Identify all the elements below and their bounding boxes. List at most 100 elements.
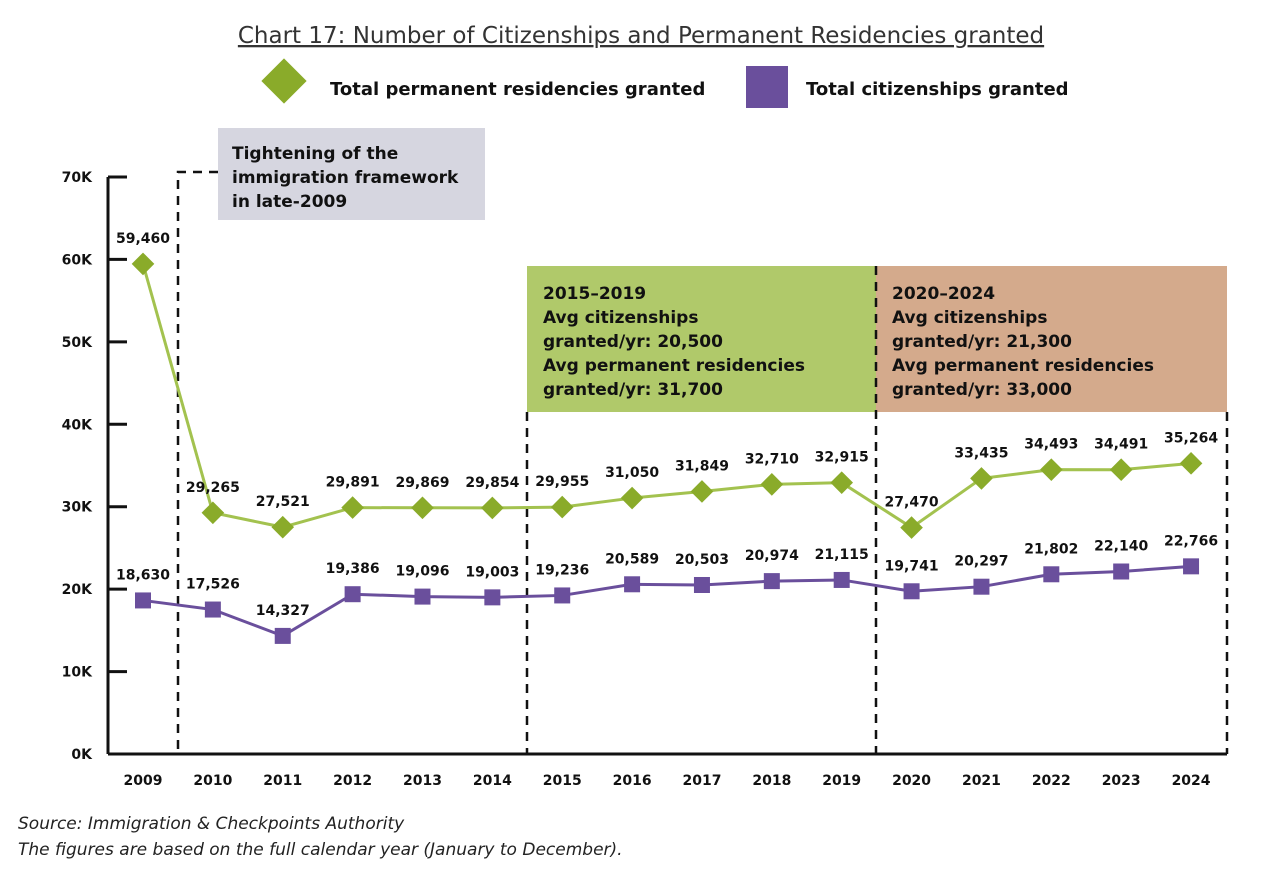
data-point-diamond (760, 473, 784, 496)
data-point-diamond (830, 471, 854, 495)
chart-title: Chart 17: Number of Citizenships and Per… (238, 23, 1044, 49)
data-point-square (204, 601, 221, 618)
x-tick-label: 2018 (752, 773, 791, 789)
data-point-square (274, 627, 291, 644)
x-tick-label: 2010 (193, 773, 232, 789)
data-point-diamond (970, 467, 993, 490)
data-point-square (135, 592, 151, 609)
y-tick-label: 30K (62, 500, 93, 516)
x-tick-label: 2015 (543, 773, 582, 789)
data-point-square (414, 588, 431, 605)
data-label: 17,526 (186, 577, 240, 593)
legend-diamond-icon (261, 58, 307, 104)
data-point-square (763, 573, 780, 590)
x-tick-label: 2016 (613, 773, 652, 789)
divider-2009 (176, 170, 218, 754)
x-tick-label: 2012 (333, 773, 372, 789)
data-point-square (624, 576, 641, 593)
x-tick-label: 2009 (124, 773, 163, 789)
y-tick-label: 70K (62, 170, 93, 186)
data-label: 29,854 (465, 475, 519, 491)
annotation-tightening-box (218, 128, 485, 220)
data-label: 29,955 (535, 474, 589, 490)
x-tick-label: 2011 (263, 773, 302, 789)
data-point-square (1183, 558, 1200, 575)
data-label: 19,236 (535, 562, 589, 578)
data-label: 21,115 (815, 547, 869, 563)
data-point-square (833, 571, 850, 588)
x-tick-label: 2019 (822, 773, 861, 789)
data-label: 34,491 (1094, 437, 1148, 453)
data-point-diamond (341, 496, 364, 519)
y-tick-label: 40K (62, 417, 93, 433)
data-point-diamond (690, 480, 714, 503)
data-point-diamond (201, 501, 225, 525)
data-label: 20,503 (675, 552, 729, 568)
data-point-square (1113, 563, 1130, 580)
series: 59,460 29,265 27,521 29,891 29,869 29,854 29,9… (116, 231, 1218, 644)
data-point-diamond (1179, 452, 1203, 475)
y-tick-label: 0K (71, 747, 93, 763)
y-tick-label: 20K (62, 582, 93, 598)
x-tick-label: 2013 (403, 773, 442, 789)
data-label: 29,891 (326, 475, 380, 491)
data-label: 59,460 (116, 231, 170, 247)
data-label: 27,521 (256, 494, 310, 510)
x-tick-label: 2022 (1032, 773, 1071, 789)
data-label: 32,915 (815, 450, 869, 466)
source-note: Source: Immigration & Checkpoints Author… (18, 814, 405, 834)
y-tick-label: 10K (62, 665, 93, 681)
y-tick-label: 50K (62, 335, 93, 351)
data-point-diamond (620, 486, 644, 510)
x-tick-label: 2024 (1172, 773, 1211, 789)
x-tick-label: 2017 (682, 773, 721, 789)
data-label: 18,630 (116, 567, 170, 583)
data-point-square (344, 586, 361, 603)
x-tick-label: 2023 (1102, 773, 1141, 789)
legend-label-citizenship: Total citizenships granted (806, 79, 1069, 100)
annotation-2020-2024-box (876, 266, 1227, 412)
series-line (142, 564, 1192, 638)
data-label: 19,386 (326, 561, 380, 577)
data-label: 22,766 (1164, 533, 1218, 549)
calendar-note: The figures are based on the full calend… (18, 840, 623, 860)
series-permanent-residencies: 59,460 29,265 27,521 29,891 29,869 29,854 29,9… (116, 231, 1218, 539)
data-point-diamond (271, 515, 295, 539)
data-label: 19,003 (465, 564, 519, 580)
annotation-tightening-text: Tightening of the immigration framework … (232, 144, 464, 212)
data-label: 14,327 (256, 603, 310, 619)
data-label: 22,140 (1094, 539, 1148, 555)
data-label: 21,802 (1024, 541, 1078, 557)
data-label: 34,493 (1024, 437, 1078, 453)
axes: 0K 10K 20K 30K 40K 50K 60K 70K 2009 2010 2011 2012 2… (62, 170, 1227, 789)
x-tick-label: 2014 (473, 773, 512, 789)
data-point-diamond (1039, 458, 1063, 481)
data-point-square (903, 583, 920, 600)
data-label: 33,435 (954, 445, 1008, 461)
data-label: 29,869 (395, 475, 449, 491)
annotation-2015-2019-box (527, 266, 876, 412)
data-point-square (1043, 566, 1060, 583)
data-label: 19,096 (395, 564, 449, 580)
data-point-diamond (1109, 458, 1133, 482)
annotation-2020-2024-text: 2020–2024 Avg citizenships granted/yr: 2… (892, 284, 1160, 400)
data-point-diamond (131, 252, 155, 276)
annotation-2015-2019-text: 2015–2019 Avg citizenships granted/yr: 2… (543, 284, 811, 400)
series-line (141, 263, 1192, 530)
data-label: 19,741 (885, 558, 939, 574)
legend-square-icon (746, 66, 788, 108)
data-label: 20,297 (954, 554, 1008, 570)
data-point-diamond (481, 496, 504, 520)
data-label: 32,710 (745, 451, 799, 467)
data-label: 27,470 (885, 495, 939, 511)
x-tick-label: 2021 (962, 773, 1001, 789)
data-point-diamond (411, 496, 434, 520)
data-point-square (484, 589, 501, 606)
data-point-square (693, 576, 710, 593)
data-label: 20,589 (605, 551, 659, 567)
legend-label-pr: Total permanent residencies granted (330, 79, 705, 100)
data-label: 35,264 (1164, 430, 1218, 446)
data-point-square (973, 578, 990, 595)
data-point-square (554, 587, 571, 604)
